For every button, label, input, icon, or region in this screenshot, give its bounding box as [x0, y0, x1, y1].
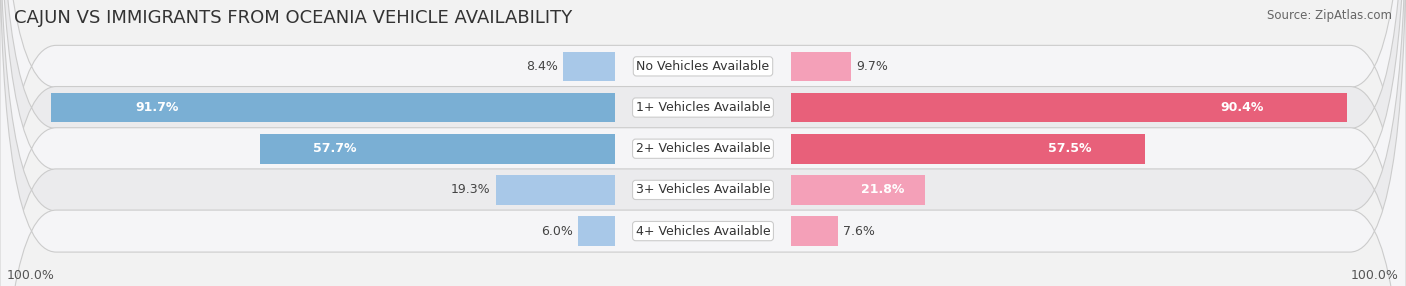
Text: 57.5%: 57.5% — [1047, 142, 1091, 155]
Text: 6.0%: 6.0% — [541, 225, 572, 238]
Text: 100.0%: 100.0% — [7, 269, 55, 282]
Bar — [790, 175, 925, 205]
Text: 19.3%: 19.3% — [451, 183, 491, 196]
Bar — [790, 216, 838, 246]
Text: Source: ZipAtlas.com: Source: ZipAtlas.com — [1267, 9, 1392, 21]
Text: 90.4%: 90.4% — [1220, 101, 1264, 114]
Text: 2+ Vehicles Available: 2+ Vehicles Available — [636, 142, 770, 155]
Text: 4+ Vehicles Available: 4+ Vehicles Available — [636, 225, 770, 238]
Bar — [790, 93, 1347, 122]
Bar — [790, 51, 851, 81]
Text: 9.7%: 9.7% — [856, 60, 889, 73]
Bar — [564, 51, 616, 81]
Text: 57.7%: 57.7% — [314, 142, 357, 155]
Text: No Vehicles Available: No Vehicles Available — [637, 60, 769, 73]
Bar — [496, 175, 616, 205]
Text: CAJUN VS IMMIGRANTS FROM OCEANIA VEHICLE AVAILABILITY: CAJUN VS IMMIGRANTS FROM OCEANIA VEHICLE… — [14, 9, 572, 27]
Bar — [51, 93, 616, 122]
Text: 91.7%: 91.7% — [135, 101, 179, 114]
Bar — [790, 134, 1144, 164]
Bar — [260, 134, 616, 164]
Text: 7.6%: 7.6% — [844, 225, 875, 238]
Text: 21.8%: 21.8% — [862, 183, 905, 196]
Text: 1+ Vehicles Available: 1+ Vehicles Available — [636, 101, 770, 114]
Text: 100.0%: 100.0% — [1351, 269, 1399, 282]
Bar — [578, 216, 616, 246]
Text: 8.4%: 8.4% — [526, 60, 558, 73]
Text: 3+ Vehicles Available: 3+ Vehicles Available — [636, 183, 770, 196]
